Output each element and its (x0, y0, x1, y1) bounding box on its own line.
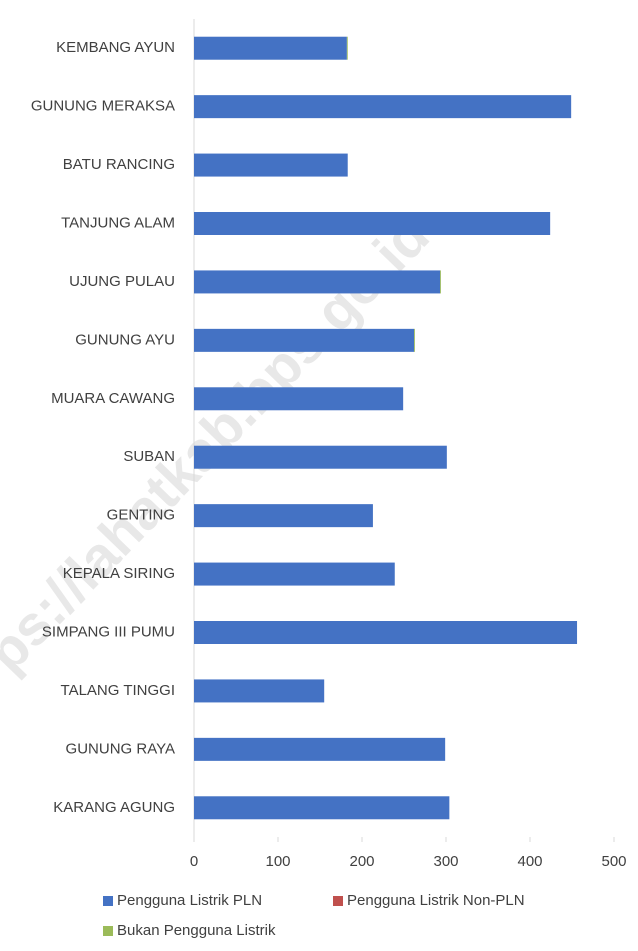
bar (440, 270, 441, 294)
y-tick-label: KEMBANG AYUN (56, 39, 175, 56)
y-tick-label: TANJUNG ALAM (61, 214, 175, 231)
x-tick-label: 0 (190, 853, 198, 870)
bar (194, 212, 551, 235)
legend-label: Pengguna Listrik Non-PLN (347, 892, 525, 909)
bar (194, 737, 446, 761)
y-tick-label: SIMPANG III PUMU (42, 623, 175, 640)
bar (194, 270, 441, 294)
x-tick-label: 400 (517, 853, 542, 870)
x-tick-label: 500 (601, 853, 626, 870)
bar (414, 328, 415, 352)
bar (194, 387, 404, 411)
legend-swatch (333, 896, 343, 906)
bar (194, 328, 415, 352)
x-tick-label: 100 (265, 853, 290, 870)
y-tick-label: BATU RANCING (63, 156, 175, 173)
bar (194, 153, 348, 177)
bar (194, 621, 578, 644)
y-tick-label: MUARA CAWANG (51, 390, 175, 407)
y-tick-label: UJUNG PULAU (69, 273, 175, 290)
y-tick-label: KEPALA SIRING (63, 565, 175, 582)
y-tick-label: GENTING (107, 507, 175, 524)
bar (194, 36, 347, 60)
bar (346, 36, 348, 60)
legend-label: Bukan Pengguna Listrik (117, 922, 276, 939)
legend-swatch (103, 926, 113, 936)
y-tick-label: GUNUNG RAYA (66, 740, 175, 757)
bar (194, 679, 325, 703)
y-tick-label: GUNUNG MERAKSA (31, 98, 175, 115)
x-tick-label: 300 (433, 853, 458, 870)
bar (194, 562, 395, 586)
bar (194, 95, 572, 119)
y-tick-label: GUNUNG AYU (75, 331, 175, 348)
bar (194, 796, 450, 820)
bar (194, 504, 373, 528)
y-tick-label: KARANG AGUNG (53, 799, 175, 816)
x-tick-label: 200 (349, 853, 374, 870)
y-tick-label: SUBAN (123, 448, 175, 465)
legend-label: Pengguna Listrik PLN (117, 892, 262, 909)
bar (194, 445, 447, 469)
y-tick-label: TALANG TINGGI (61, 682, 175, 699)
legend-swatch (103, 896, 113, 906)
